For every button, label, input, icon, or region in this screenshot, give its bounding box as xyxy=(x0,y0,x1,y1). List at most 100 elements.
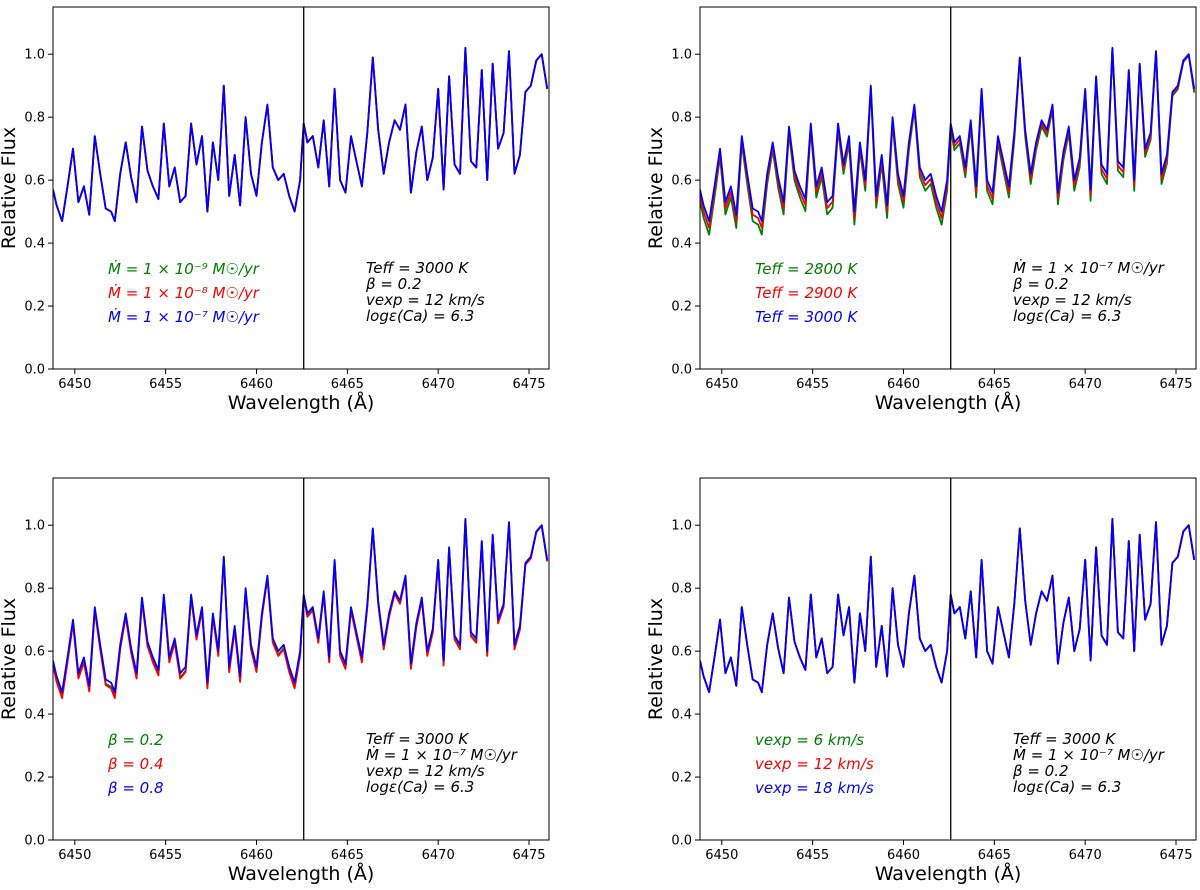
param-annotation: β = 0.2 xyxy=(1012,275,1069,293)
x-tick-label: 6465 xyxy=(331,848,364,863)
series-line-2 xyxy=(700,518,1196,693)
param-annotation: Ṁ = 1 × 10⁻⁷ M☉/yr xyxy=(1013,745,1165,764)
series-line-3 xyxy=(700,47,1196,222)
x-tick-label: 6460 xyxy=(240,377,273,392)
y-tick-label: 1.0 xyxy=(671,519,692,534)
y-tick-label: 1.0 xyxy=(671,48,692,63)
legend-entry: Teff = 2900 K xyxy=(755,284,858,302)
x-axis-label: Wavelength (Å) xyxy=(875,862,1022,885)
param-annotation: Teff = 3000 K xyxy=(366,259,469,277)
x-axis-label: Wavelength (Å) xyxy=(228,862,375,885)
y-tick-label: 0.6 xyxy=(24,645,45,660)
y-tick-label: 0.4 xyxy=(24,237,45,252)
param-annotation: Ṁ = 1 × 10⁻⁷ M☉/yr xyxy=(366,745,518,764)
param-annotation: vexp = 12 km/s xyxy=(366,762,485,780)
x-axis-label: Wavelength (Å) xyxy=(228,391,375,414)
y-tick-label: 0.2 xyxy=(671,300,692,315)
x-tick-label: 6475 xyxy=(512,848,545,863)
y-tick-label: 0.2 xyxy=(24,771,45,786)
y-tick-label: 0.8 xyxy=(671,111,692,126)
x-tick-label: 6450 xyxy=(58,377,91,392)
legend-entry: Ṁ = 1 × 10⁻⁷ M☉/yr xyxy=(108,307,260,326)
y-tick-label: 0.6 xyxy=(671,174,692,189)
series-line-3 xyxy=(53,518,549,693)
x-tick-label: 6460 xyxy=(240,848,273,863)
legend-entry: Ṁ = 1 × 10⁻⁹ M☉/yr xyxy=(108,259,260,278)
axes-frame xyxy=(52,6,550,370)
chart-panel-3: 6450 6455 6460 6465 6470 6475 0.0 0.2 0.4 0.6 0.8 1… xyxy=(0,477,550,885)
series-line-3 xyxy=(53,47,549,222)
x-tick-label: 6470 xyxy=(422,377,455,392)
axes-frame xyxy=(699,6,1197,370)
series-line-1 xyxy=(53,47,549,222)
param-annotation: logε(Ca) = 6.3 xyxy=(366,307,474,325)
axes-frame xyxy=(52,477,550,841)
param-annotation: Teff = 3000 K xyxy=(1013,730,1116,748)
param-annotation: vexp = 12 km/s xyxy=(366,291,485,309)
y-axis-label: Relative Flux xyxy=(0,598,20,720)
x-tick-label: 6455 xyxy=(796,377,829,392)
y-tick-label: 0.0 xyxy=(24,363,45,378)
param-annotation: β = 0.2 xyxy=(1012,762,1069,780)
x-tick-label: 6475 xyxy=(1159,377,1192,392)
series-line-2 xyxy=(700,47,1196,229)
legend-entry: Teff = 2800 K xyxy=(755,260,858,278)
x-tick-label: 6475 xyxy=(1159,848,1192,863)
x-tick-label: 6470 xyxy=(422,848,455,863)
x-tick-label: 6455 xyxy=(149,848,182,863)
y-tick-label: 0.4 xyxy=(671,237,692,252)
y-axis-label: Relative Flux xyxy=(0,127,20,249)
legend-entry: β = 0.8 xyxy=(107,779,164,797)
y-tick-label: 0.8 xyxy=(671,582,692,597)
param-annotation: β = 0.2 xyxy=(365,275,422,293)
param-annotation: Teff = 3000 K xyxy=(366,730,469,748)
x-tick-label: 6465 xyxy=(978,377,1011,392)
param-annotation: logε(Ca) = 6.3 xyxy=(1013,778,1121,796)
legend-entry: Teff = 3000 K xyxy=(755,308,858,326)
axes-frame xyxy=(699,477,1197,841)
y-tick-label: 1.0 xyxy=(24,48,45,63)
legend-entry: β = 0.2 xyxy=(107,731,164,749)
x-tick-label: 6450 xyxy=(58,848,91,863)
x-tick-label: 6450 xyxy=(705,377,738,392)
y-tick-label: 0.4 xyxy=(24,708,45,723)
legend-entry: Ṁ = 1 × 10⁻⁸ M☉/yr xyxy=(108,283,260,302)
x-tick-label: 6455 xyxy=(796,848,829,863)
series-line-1 xyxy=(700,47,1196,236)
series-line-2 xyxy=(53,47,549,222)
legend-entry: vexp = 6 km/s xyxy=(755,731,864,749)
y-tick-label: 0.8 xyxy=(24,111,45,126)
legend-entry: vexp = 18 km/s xyxy=(755,779,874,797)
x-tick-label: 6465 xyxy=(978,848,1011,863)
y-tick-label: 0.0 xyxy=(671,834,692,849)
y-tick-label: 0.0 xyxy=(24,834,45,849)
chart-panel-2: 6450 6455 6460 6465 6470 6475 0.0 0.2 0.4 0.6 0.8 1… xyxy=(645,6,1197,414)
x-tick-label: 6455 xyxy=(149,377,182,392)
y-tick-label: 0.8 xyxy=(24,582,45,597)
x-tick-label: 6475 xyxy=(512,377,545,392)
y-axis-label: Relative Flux xyxy=(645,127,667,249)
y-tick-label: 0.4 xyxy=(671,708,692,723)
param-annotation: vexp = 12 km/s xyxy=(1013,291,1132,309)
x-tick-label: 6460 xyxy=(887,848,920,863)
param-annotation: logε(Ca) = 6.3 xyxy=(366,778,474,796)
series-line-1 xyxy=(53,518,549,698)
y-tick-label: 0.2 xyxy=(671,771,692,786)
series-line-1 xyxy=(700,518,1196,693)
legend-entry: vexp = 12 km/s xyxy=(755,755,874,773)
legend-entry: β = 0.4 xyxy=(107,755,164,773)
x-axis-label: Wavelength (Å) xyxy=(875,391,1022,414)
param-annotation: Ṁ = 1 × 10⁻⁷ M☉/yr xyxy=(1013,258,1165,277)
y-tick-label: 0.6 xyxy=(24,174,45,189)
param-annotation: logε(Ca) = 6.3 xyxy=(1013,307,1121,325)
y-tick-label: 0.6 xyxy=(671,645,692,660)
y-tick-label: 1.0 xyxy=(24,519,45,534)
chart-panel-4: 6450 6455 6460 6465 6470 6475 0.0 0.2 0.4 0.6 0.8 1… xyxy=(645,477,1197,885)
x-tick-label: 6470 xyxy=(1069,848,1102,863)
series-line-3 xyxy=(700,518,1196,693)
y-tick-label: 0.0 xyxy=(671,363,692,378)
x-tick-label: 6450 xyxy=(705,848,738,863)
y-axis-label: Relative Flux xyxy=(645,598,667,720)
x-tick-label: 6470 xyxy=(1069,377,1102,392)
